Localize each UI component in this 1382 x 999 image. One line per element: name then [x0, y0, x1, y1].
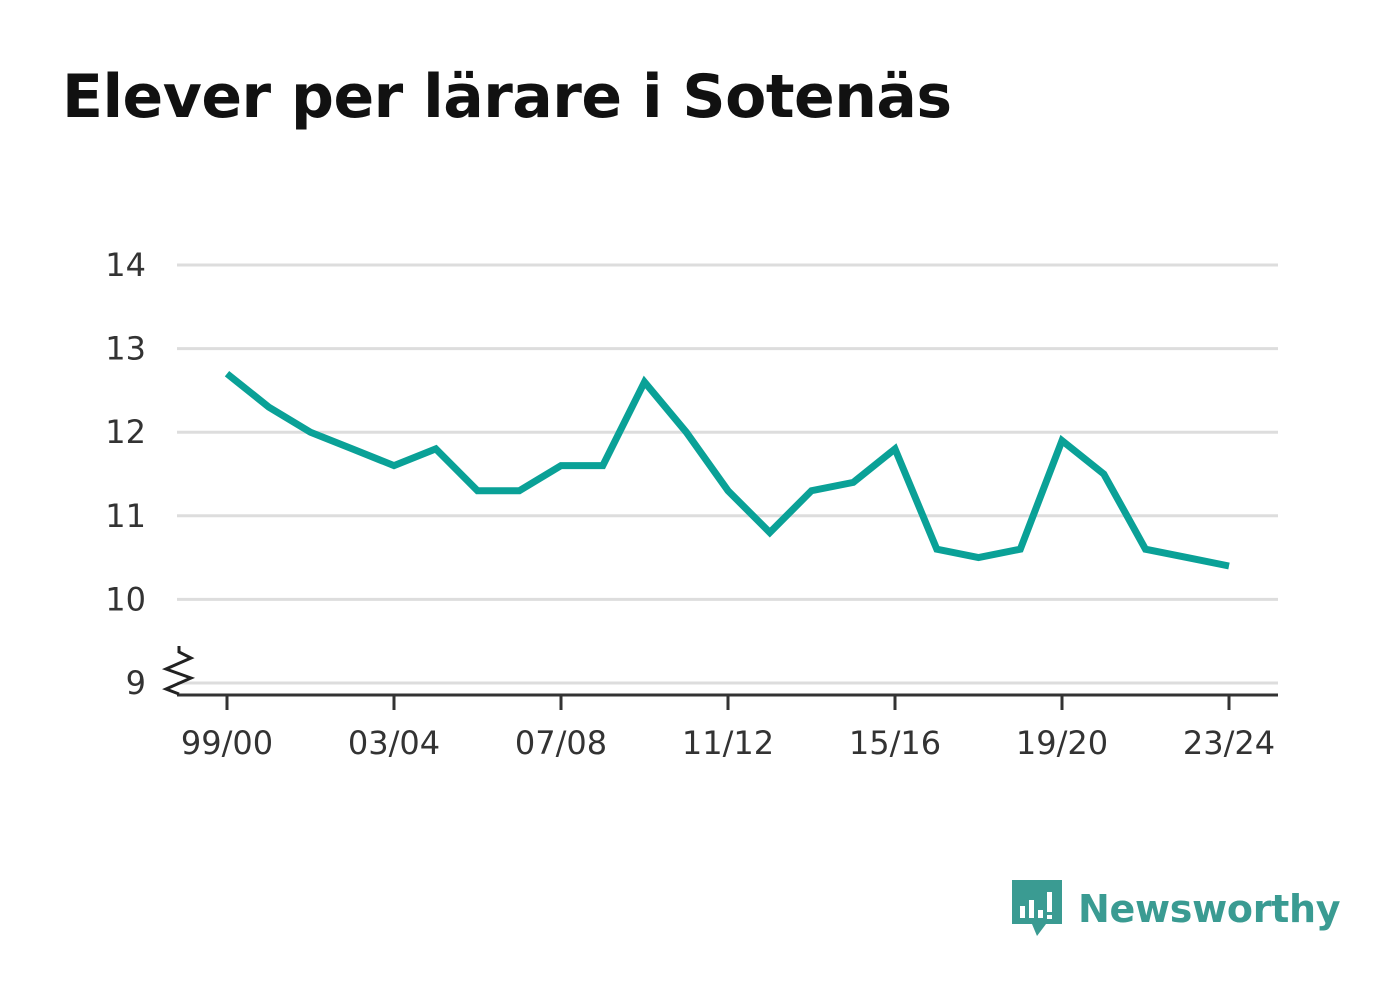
series-group — [224, 370, 1230, 570]
brand-name: Newsworthy — [1078, 887, 1341, 931]
x-tick-label: 07/08 — [515, 724, 607, 762]
series-line-1 — [224, 370, 1230, 570]
y-tick-label: 11 — [105, 497, 146, 535]
y-tick-label: 10 — [105, 580, 146, 618]
y-tick-label: 9 — [126, 664, 146, 702]
axis-break-marker — [161, 646, 196, 696]
x-tick-label: 99/00 — [181, 724, 273, 762]
y-axis-labels: 9 10 11 12 13 14 — [105, 246, 146, 702]
x-tick-label: 03/04 — [348, 724, 440, 762]
x-axis-labels: 99/00 03/04 07/08 11/12 15/16 19/20 23/24 — [181, 695, 1275, 762]
chart-title: Elever per lärare i Sotenäs — [62, 62, 952, 132]
x-axis — [161, 646, 1278, 697]
gridlines — [177, 263, 1278, 685]
y-tick-label: 12 — [105, 413, 146, 451]
newsworthy-brand: Newsworthy — [1010, 878, 1341, 940]
y-tick-label: 14 — [105, 246, 146, 284]
x-tick-label: 19/20 — [1016, 724, 1108, 762]
x-tick-label: 15/16 — [849, 724, 941, 762]
x-tick-label: 23/24 — [1183, 724, 1275, 762]
y-tick-label: 13 — [105, 330, 146, 368]
newsworthy-logo-icon — [1012, 880, 1062, 936]
x-tick-label: 11/12 — [682, 724, 774, 762]
